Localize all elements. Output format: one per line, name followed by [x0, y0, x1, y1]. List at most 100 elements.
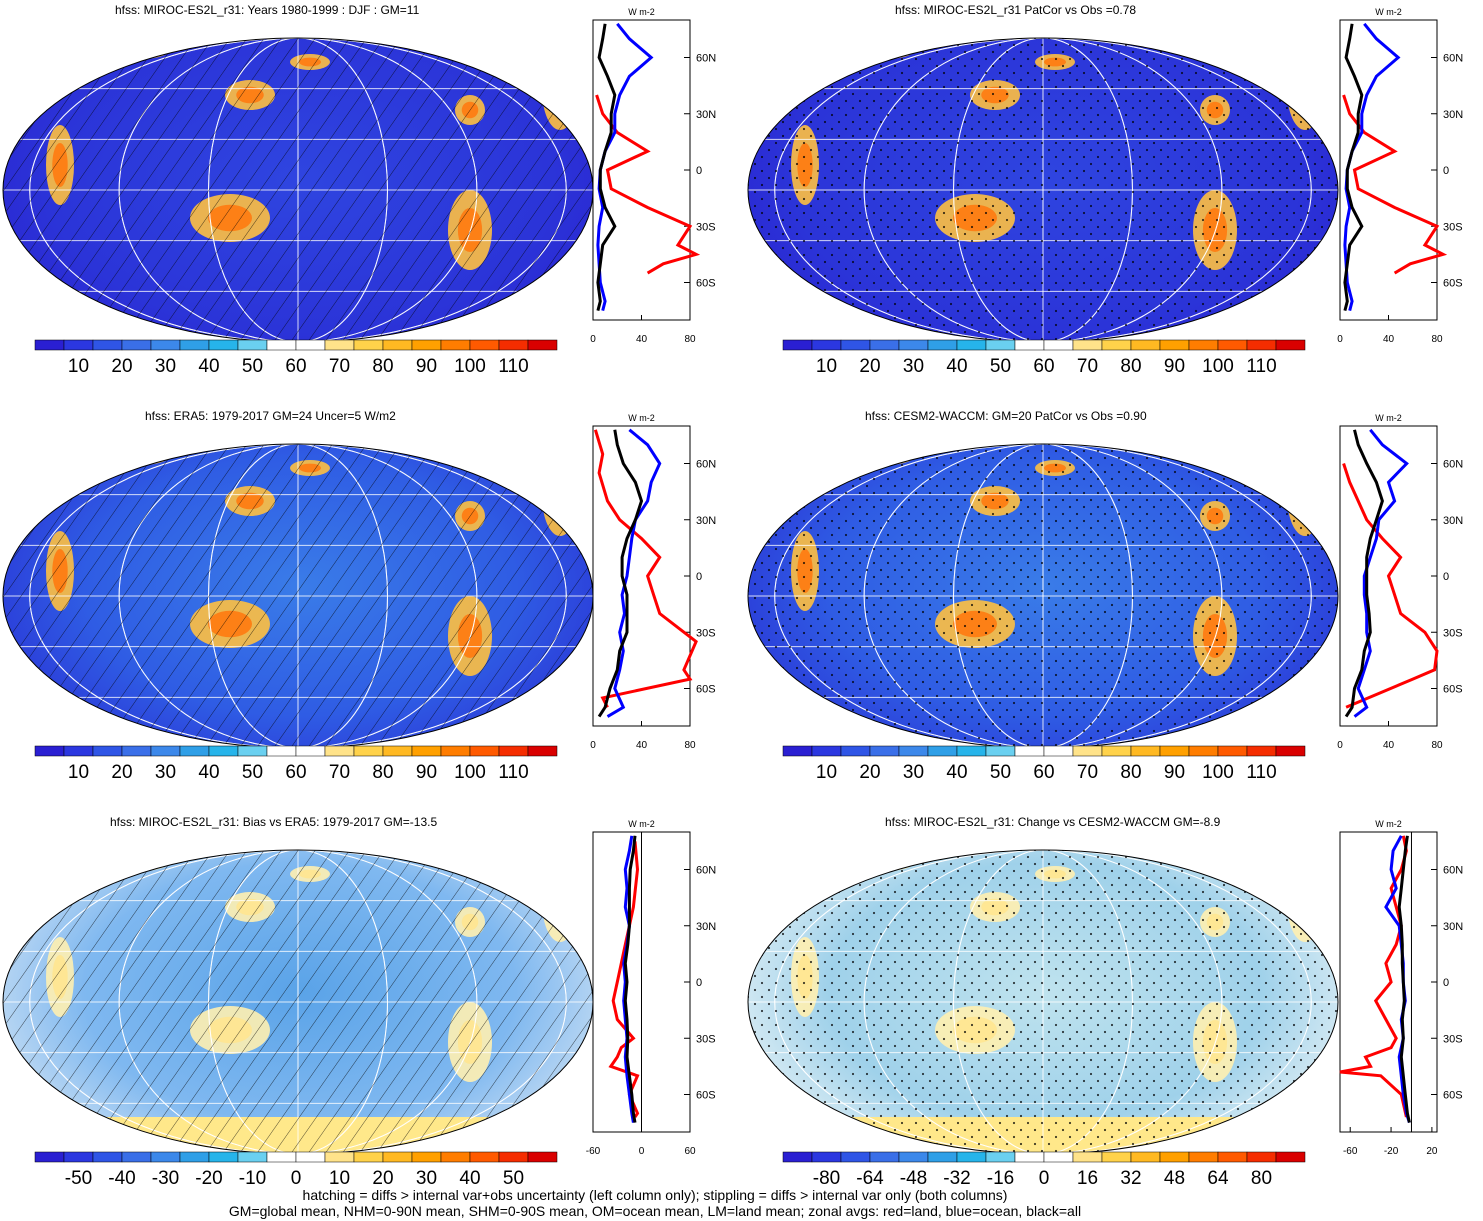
zonal-xtick-label: 80	[1431, 334, 1443, 345]
colorbar-label: 110	[1246, 762, 1276, 783]
colorbar-swatch	[811, 1151, 842, 1163]
colorbar-label: 60	[1033, 356, 1054, 377]
colorbar-label: 20	[111, 356, 132, 377]
zonal-ytick-label: 0	[1443, 571, 1449, 583]
colorbar-swatch	[150, 339, 181, 351]
colorbar-swatch	[208, 745, 239, 757]
zonal-xtick-label: 40	[636, 740, 648, 751]
colorbar-swatch	[956, 745, 987, 757]
colorbar-swatch	[1014, 1151, 1045, 1163]
zonal-ytick-label: 0	[696, 571, 702, 583]
colorbar-swatch	[1188, 1151, 1219, 1163]
colorbar-label: 30	[155, 356, 176, 377]
zonal-ytick-label: 30N	[696, 109, 716, 121]
colorbar-label: 10	[329, 1168, 350, 1189]
significance-overlay	[3, 38, 593, 342]
colorbar-label: 64	[1207, 1168, 1229, 1189]
colorbar-swatch	[1072, 339, 1103, 351]
colorbar-swatch	[295, 339, 326, 351]
zonal-ytick-label: 30N	[1443, 109, 1463, 121]
colorbar-swatch	[1159, 339, 1190, 351]
colorbar-label: 10	[816, 762, 837, 783]
zonal-unit: W m-2	[1375, 413, 1402, 423]
zonal-xtick-label: 0	[1337, 740, 1343, 751]
colorbar-swatch	[237, 1151, 268, 1163]
colorbar-label: 20	[859, 356, 880, 377]
colorbar-label: 60	[285, 356, 306, 377]
colorbar-label: 32	[1120, 1168, 1141, 1189]
colorbar-swatch	[179, 339, 210, 351]
colorbar-swatch	[1217, 1151, 1248, 1163]
colorbar-swatch	[782, 339, 813, 351]
colorbar-label: 20	[859, 762, 880, 783]
zonal-ytick-label: 30N	[1443, 515, 1463, 527]
significance-overlay	[748, 444, 1338, 748]
colorbar-swatch	[782, 745, 813, 757]
colorbar-swatch	[121, 745, 152, 757]
zonal-xtick-label: -60	[1343, 1146, 1358, 1157]
zonal-series-all	[1343, 23, 1364, 311]
zonal-ytick-label: 60S	[696, 1090, 716, 1102]
zonal-unit: W m-2	[628, 7, 655, 17]
colorbar-swatch	[782, 1151, 813, 1163]
colorbar-label: 90	[416, 762, 437, 783]
zonal-xtick-label: 20	[1426, 1146, 1438, 1157]
flux-core	[108, 44, 152, 56]
panel-figure: 10 20 30 40 50 60 70 80 90 100 110 W m-2 60N 30N 0 30S 6…	[2, 413, 716, 783]
panel-figure: 10 20 30 40 50 60 70 80 90 100 110 W m-2 60N 30N 0 30S 6…	[747, 413, 1463, 783]
flux-core	[1295, 474, 1315, 518]
colorbar-label: 10	[68, 356, 89, 377]
colorbar-swatch	[150, 1151, 181, 1163]
zonal-unit: W m-2	[628, 819, 655, 829]
colorbar-swatch	[498, 745, 529, 757]
colorbar-swatch	[898, 339, 929, 351]
colorbar-label: 70	[1077, 762, 1098, 783]
colorbar-swatch	[898, 745, 929, 757]
colorbar-swatch	[237, 745, 268, 757]
colorbar-swatch	[121, 339, 152, 351]
colorbar-swatch	[1043, 1151, 1074, 1163]
colorbar-swatch	[92, 339, 123, 351]
colorbar-swatch	[353, 339, 384, 351]
colorbar-label: 80	[1120, 762, 1141, 783]
significance-overlay	[748, 38, 1338, 342]
colorbar-swatch	[869, 745, 900, 757]
significance-overlay	[3, 444, 593, 748]
colorbar-swatch	[382, 745, 413, 757]
zonal-xtick-label: -20	[1384, 1146, 1399, 1157]
colorbar-swatch	[353, 745, 384, 757]
zonal-ytick-label: 0	[696, 977, 702, 989]
colorbar-swatch	[1101, 1151, 1132, 1163]
colorbar-label: 50	[242, 762, 263, 783]
colorbar-swatch	[956, 1151, 987, 1163]
colorbar-label: 0	[291, 1168, 302, 1189]
zonal-xtick-label: 40	[1383, 334, 1395, 345]
colorbar-swatch	[869, 339, 900, 351]
colorbar-label: -80	[813, 1168, 840, 1189]
colorbar-swatch	[295, 745, 326, 757]
zonal-xtick-label: 80	[1431, 740, 1443, 751]
colorbar-label: 100	[1202, 762, 1234, 783]
colorbar-swatch	[1188, 745, 1219, 757]
world-map	[748, 38, 1338, 342]
zonal-xtick-label: 40	[636, 334, 648, 345]
colorbar-swatch	[411, 339, 442, 351]
colorbar-swatch	[266, 339, 297, 351]
colorbar-label: -32	[943, 1168, 970, 1189]
zonal-series-land	[593, 429, 698, 708]
colorbar-swatch	[927, 339, 958, 351]
colorbar-swatch	[1188, 339, 1219, 351]
colorbar-label: 80	[372, 356, 393, 377]
colorbar-label: 60	[1033, 762, 1054, 783]
colorbar-label: -20	[195, 1168, 222, 1189]
flux-core	[853, 856, 897, 868]
colorbar-swatch	[927, 1151, 958, 1163]
zonal-series-ocean	[606, 428, 662, 718]
colorbar-swatch	[1275, 745, 1306, 757]
zonal-series-all	[623, 835, 637, 1123]
colorbar-swatch	[353, 1151, 384, 1163]
colorbar-label: 110	[498, 762, 528, 783]
colorbar-swatch	[440, 339, 471, 351]
colorbar-label: 90	[1164, 762, 1185, 783]
panel-6: hfss: MIROC-ES2L_r31: Change vs CESM2-WA…	[745, 812, 1483, 1189]
